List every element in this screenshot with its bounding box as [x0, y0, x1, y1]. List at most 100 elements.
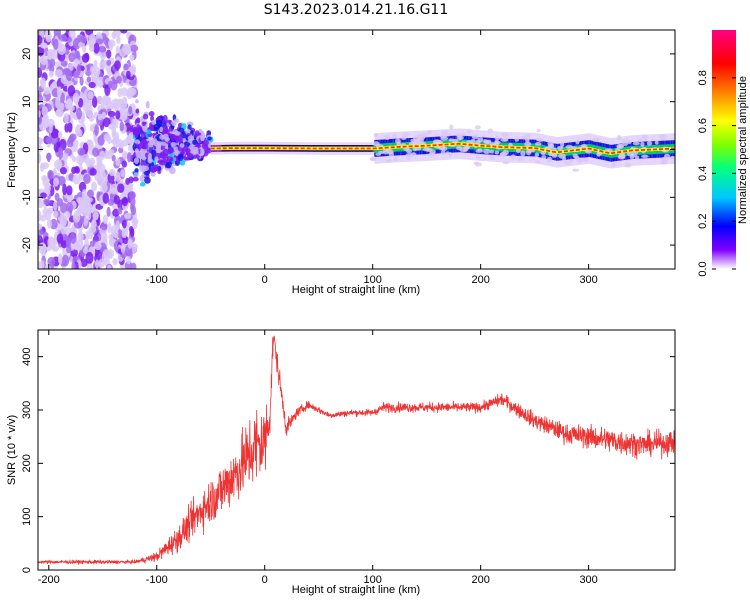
spectrogram-cell	[40, 77, 47, 89]
spectrogram-cell	[133, 171, 139, 179]
spectrogram-cell	[641, 134, 648, 141]
spectrogram-cell	[477, 148, 483, 152]
spectrogram-cell	[120, 30, 128, 34]
spectrogram-cell	[108, 123, 116, 130]
spectrogram-cell	[48, 70, 54, 78]
spectrogram-cell	[83, 216, 89, 227]
spectrogram-cell	[77, 231, 84, 243]
spectrogram-cell	[474, 125, 481, 130]
spectrogram-cell	[116, 35, 121, 44]
spectrogram-cell	[63, 112, 69, 123]
spectrogram-cell	[121, 219, 127, 229]
x-tick-label: -100	[146, 274, 168, 286]
spectrogram-cell	[115, 158, 121, 166]
spectrogram-cell	[82, 45, 87, 53]
spectrogram-cell	[135, 108, 140, 114]
spectrogram-cell	[103, 176, 108, 186]
spectrogram-cell	[58, 146, 64, 159]
spectrogram-cell	[130, 262, 137, 269]
spectrogram-cell	[369, 157, 377, 162]
spectrogram-cell	[477, 137, 484, 143]
spectrogram-cell	[151, 119, 157, 125]
spectrogram-cell	[128, 79, 137, 87]
spectrogram-cell	[583, 157, 589, 163]
spectrogram-cell	[120, 87, 128, 97]
spectrogram-cell	[132, 176, 139, 182]
spectrogram-cell	[487, 128, 493, 133]
spectrogram-cell	[441, 130, 449, 136]
spectrogram-cell	[102, 232, 108, 243]
spectrogram-cell	[46, 48, 55, 56]
spectrogram-cell	[471, 134, 479, 140]
spectrogram-cell	[71, 261, 76, 269]
spectrogram-cell	[128, 191, 136, 200]
spectrogram-cell	[193, 148, 199, 155]
y-tick-label: -10	[21, 189, 33, 205]
spectrogram-cell	[79, 258, 88, 268]
spectrogram-cell	[572, 168, 580, 172]
spectrogram-cell	[618, 153, 626, 159]
spectrogram-cell	[411, 140, 419, 144]
spectrogram-cell	[144, 176, 151, 184]
spectrogram-cell	[85, 160, 94, 168]
colorbar-tick-label: 0.2	[697, 214, 709, 229]
spectrogram-cell	[89, 168, 97, 176]
spectrogram-cell	[75, 128, 83, 137]
spectrogram-cell	[622, 140, 629, 146]
spectrogram-cell	[646, 140, 653, 146]
spectrogram-cell	[136, 143, 143, 149]
spectrogram-cell	[38, 136, 43, 145]
spectrogram-cell	[426, 129, 433, 135]
spectrogram-cell	[115, 110, 121, 120]
spectrogram-cell	[59, 102, 65, 111]
spectrogram-cell	[85, 251, 94, 264]
spectrogram-cell	[115, 45, 121, 56]
spectrogram-cell	[464, 145, 470, 151]
spectrogram-cell	[90, 71, 100, 84]
spectrogram-cell	[525, 149, 532, 156]
spectrogram-cell	[134, 148, 139, 154]
spectrogram-cell	[486, 139, 492, 144]
spectrogram-cell	[125, 177, 131, 185]
spectrogram-cell	[115, 171, 121, 182]
spectrogram-cell	[659, 134, 667, 140]
spectrogram-cell	[72, 38, 81, 50]
spectrogram-cell	[129, 226, 134, 234]
spectrogram-cell	[414, 146, 422, 151]
spectrogram-cell	[502, 137, 509, 142]
spectrogram-cell	[640, 141, 645, 147]
spectrogram-cell	[124, 260, 133, 269]
spectrogram-cell	[65, 201, 74, 214]
spectrogram-cell	[71, 155, 77, 163]
spectrogram-cell	[183, 156, 188, 161]
snr-x-axis-label: Height of straight line (km)	[292, 584, 420, 596]
spectrogram-cell	[534, 160, 541, 164]
spectrogram-cell	[117, 183, 125, 193]
spectrogram-cell	[150, 172, 156, 177]
spectrogram-cell	[617, 134, 622, 141]
spectrogram-cell	[669, 155, 675, 161]
colorbar-label: Normalized spectral amplitude	[737, 76, 749, 224]
x-tick-label: 0	[262, 574, 268, 586]
spectrogram-cell	[142, 165, 150, 172]
spectrogram-cell	[56, 86, 62, 98]
spectrogram-cell	[67, 122, 73, 133]
spectrogram-cell	[47, 169, 54, 180]
spectrogram-cell	[146, 129, 152, 135]
spectrogram-cell	[541, 155, 547, 159]
spectrogram-cell	[38, 145, 44, 152]
spectrogram-cell	[66, 185, 73, 196]
spectrogram-cell	[88, 81, 96, 89]
spectrogram-cell	[90, 219, 97, 229]
spectrogram-cell	[621, 138, 629, 142]
spectrogram-cell	[68, 173, 74, 182]
spectrogram-cell	[96, 156, 103, 168]
spectrogram-cell	[76, 196, 84, 204]
spectrogram-cell	[120, 139, 129, 147]
spectrogram-cell	[92, 211, 99, 221]
spectrogram-cell	[87, 139, 94, 149]
spectrogram-cell	[194, 130, 200, 138]
spectrogram-cell	[169, 147, 175, 154]
spectrogram-cell	[632, 141, 640, 146]
